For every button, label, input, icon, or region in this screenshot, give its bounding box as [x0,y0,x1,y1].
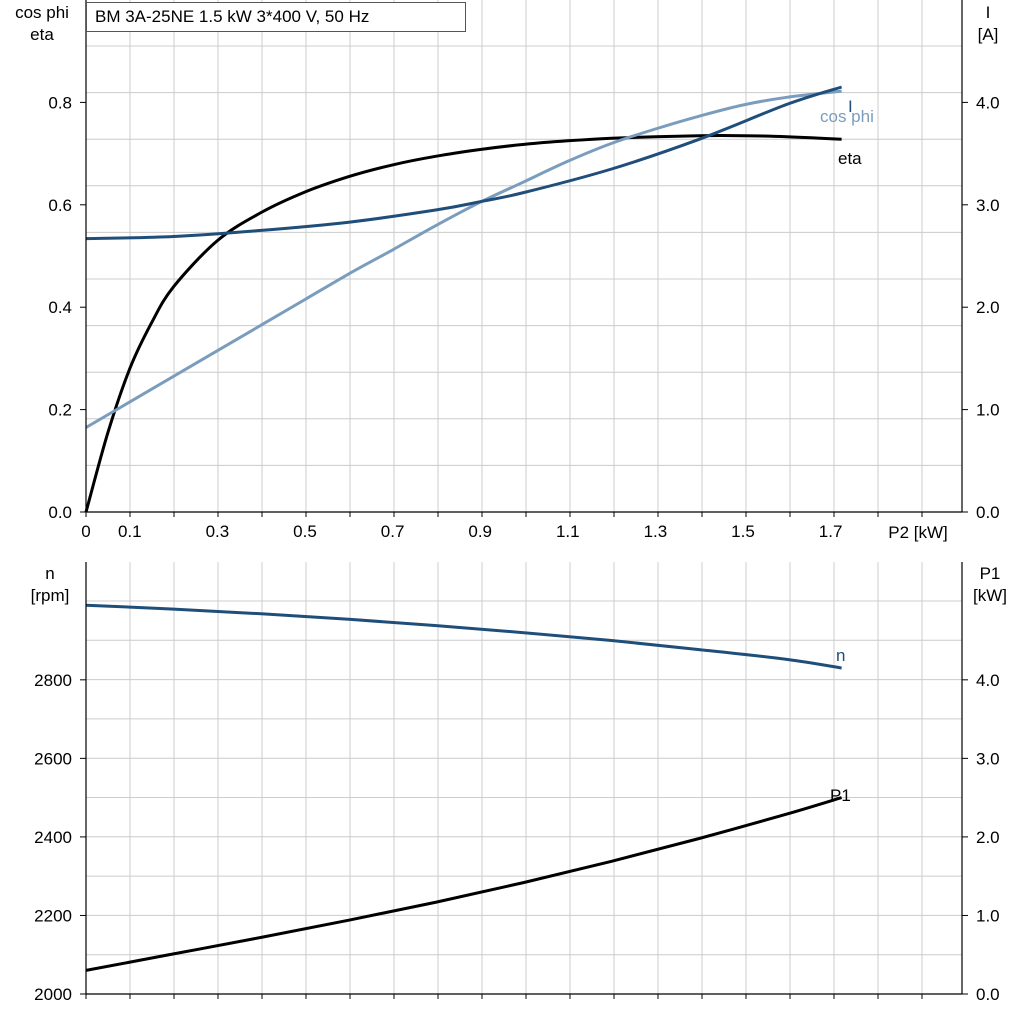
bottom-right-axis-title-line1: P1 [980,564,1001,583]
top-right-axis-title-line2: [A] [978,25,999,44]
left-tick-label: 2000 [34,985,72,1004]
bottom-left-axis-title-line2: [rpm] [31,586,70,605]
x-tick-label: 1.3 [644,522,668,541]
series-line-n [85,603,842,670]
left-tick-label: 2200 [34,906,72,925]
top-left-axis-title-line1: cos phi [15,3,69,22]
left-tick-label: 2600 [34,749,72,768]
series-line-cos-phi [85,89,842,429]
right-tick-label: 1.0 [976,401,1000,420]
right-tick-label: 0.0 [976,503,1000,522]
x-tick-label: 0.5 [293,522,317,541]
left-tick-label: 2800 [34,671,72,690]
left-tick-label: 0.2 [48,401,72,420]
x-axis-title: P2 [kW] [888,523,948,542]
bottom-right-axis-title-line2: [kW] [973,586,1007,605]
x-tick-label: 1.7 [819,522,843,541]
bottom-left-axis-title-line1: n [45,564,54,583]
x-tick-label: 0.1 [118,522,142,541]
left-tick-label: 0.0 [48,503,72,522]
series-line-eta [84,134,842,513]
left-tick-label: 0.8 [48,93,72,112]
right-tick-label: 4.0 [976,93,1000,112]
bottom-chart: nP1 200022002400260028000.01.02.03.04.0 … [31,562,1007,1004]
x-tick-label: 1.5 [731,522,755,541]
right-tick-label: 2.0 [976,298,1000,317]
left-tick-label: 2400 [34,828,72,847]
right-tick-label: 3.0 [976,749,1000,768]
top-grid [86,0,962,512]
right-tick-label: 2.0 [976,828,1000,847]
series-line-i [85,85,843,241]
right-tick-label: 1.0 [976,906,1000,925]
top-axes: 0 0.1 0.3 0.5 0.7 0.9 1.1 1.3 1.5 1.7 0.0 0.2 0.4 0.6… [48,0,1000,541]
bottom-grid [86,562,962,994]
x-tick-label: 1.1 [556,522,580,541]
series-label-n: n [836,646,845,665]
x-tick-label: 0.9 [468,522,492,541]
x-tick-label: 0.3 [206,522,230,541]
series-label-cos-phi: cos phi [820,107,874,126]
left-tick-label: 0.4 [48,298,72,317]
series-label-p1: P1 [830,786,851,805]
series-label-eta: eta [838,149,862,168]
bottom-axes: 2000 2200 2400 2600 2800 0.0 1.0 2.0 3.0 4.0 [34,562,1000,1004]
right-tick-label: 4.0 [976,671,1000,690]
top-left-axis-title-line2: eta [30,25,54,44]
right-tick-label: 0.0 [976,985,1000,1004]
chart-title: BM 3A-25NE 1.5 kW 3*400 V, 50 Hz [86,2,466,32]
series-label-i: I [848,97,853,116]
top-right-axis-title-line1: I [986,3,991,22]
x-tick-label: 0.7 [381,522,405,541]
bottom-curves: n P1 [85,603,851,972]
left-tick-label: 0.6 [48,196,72,215]
x-tick-label: 0 [81,522,90,541]
right-tick-label: 3.0 [976,196,1000,215]
series-line-p1 [85,796,843,972]
